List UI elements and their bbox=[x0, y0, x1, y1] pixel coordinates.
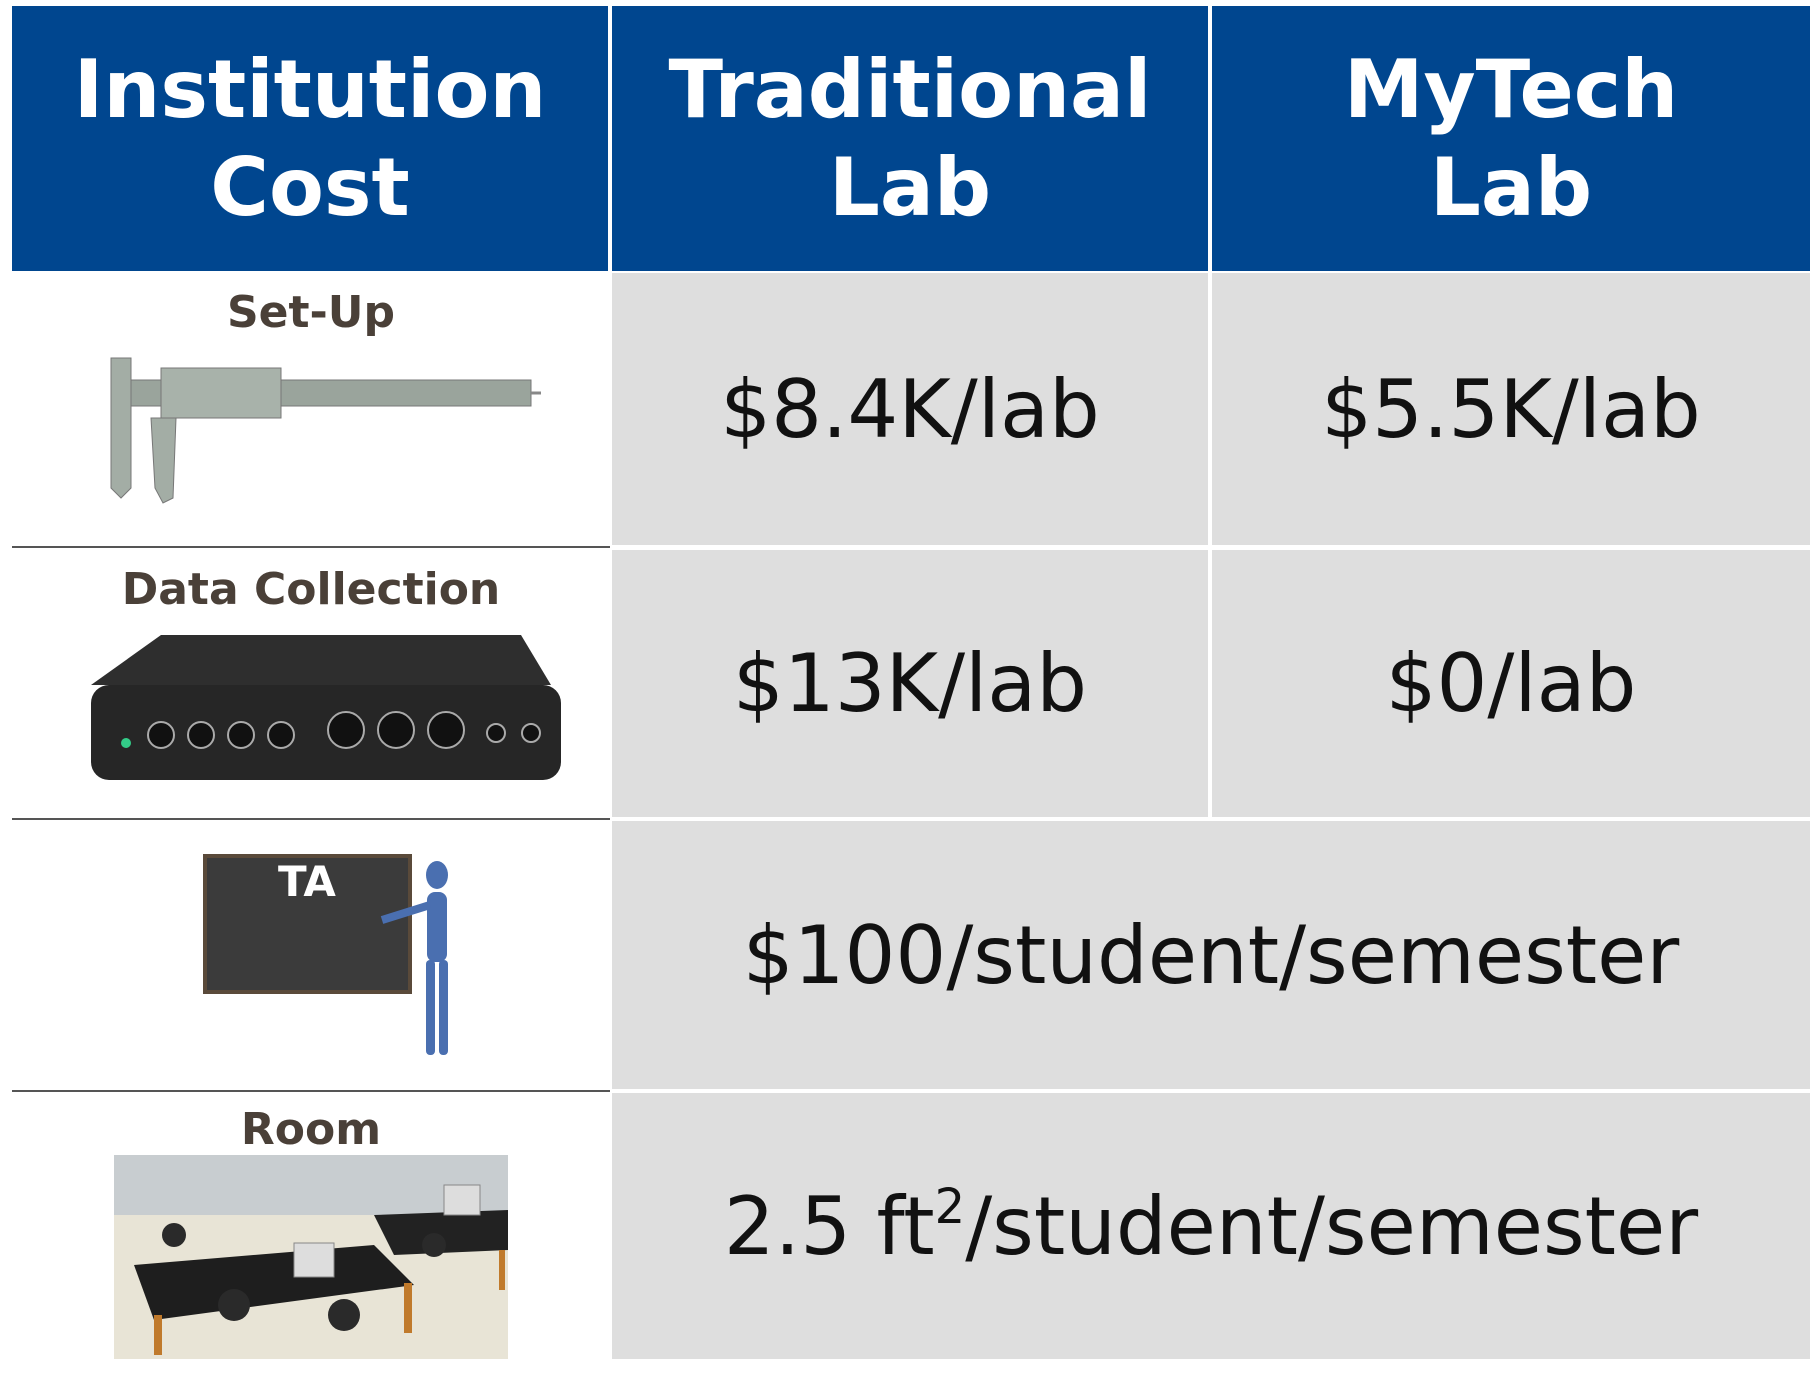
row-label: Room bbox=[240, 1104, 382, 1155]
value-cell: $0/lab bbox=[1212, 550, 1810, 817]
interface-image bbox=[91, 635, 561, 780]
header-cell: MyTech Lab bbox=[1212, 6, 1810, 271]
blackboard-image: TA bbox=[203, 854, 448, 1055]
header-text: Institution bbox=[73, 42, 547, 136]
header-cell: Traditional Lab bbox=[612, 6, 1208, 271]
superscript: 2 bbox=[934, 1178, 966, 1235]
row-label: Set-Up bbox=[226, 287, 396, 338]
room-image bbox=[114, 1155, 508, 1359]
header-text: Lab bbox=[828, 140, 992, 234]
value-text: $5.5K/lab bbox=[1321, 362, 1701, 456]
value-cell: $8.4K/lab bbox=[612, 273, 1208, 545]
row-label-cell: Data Collection bbox=[12, 548, 610, 819]
row-separator bbox=[12, 546, 610, 548]
value-text: 2.5 ft2/student/semester bbox=[724, 1179, 1698, 1273]
header-text: Lab bbox=[1429, 140, 1593, 234]
value-cell: 2.5 ft2/student/semester bbox=[612, 1093, 1810, 1359]
value-cell: $5.5K/lab bbox=[1212, 273, 1810, 545]
row-label: TA bbox=[278, 857, 336, 906]
value-text: $0/lab bbox=[1385, 637, 1637, 730]
row-label: Data Collection bbox=[121, 564, 501, 615]
value-text: $100/student/semester bbox=[742, 908, 1680, 1002]
caliper-image bbox=[110, 357, 541, 504]
value-text-part: 2.5 ft bbox=[723, 1180, 935, 1274]
row-separator bbox=[12, 818, 610, 820]
value-cell: $13K/lab bbox=[612, 550, 1208, 817]
header-text: MyTech bbox=[1343, 42, 1679, 136]
header-cell: Institution Cost bbox=[12, 6, 608, 271]
row-label-cell: TA bbox=[12, 820, 610, 1090]
value-text-part: /student/semester bbox=[965, 1180, 1699, 1274]
row-label-cell: Set-Up bbox=[12, 271, 610, 547]
header-text: Cost bbox=[210, 140, 410, 234]
value-text: $8.4K/lab bbox=[720, 362, 1100, 456]
value-cell: $100/student/semester bbox=[612, 821, 1810, 1089]
row-separator bbox=[12, 1090, 610, 1092]
value-text: $13K/lab bbox=[732, 637, 1088, 730]
row-label-cell: Room bbox=[12, 1092, 610, 1360]
header-text: Traditional bbox=[668, 42, 1152, 136]
